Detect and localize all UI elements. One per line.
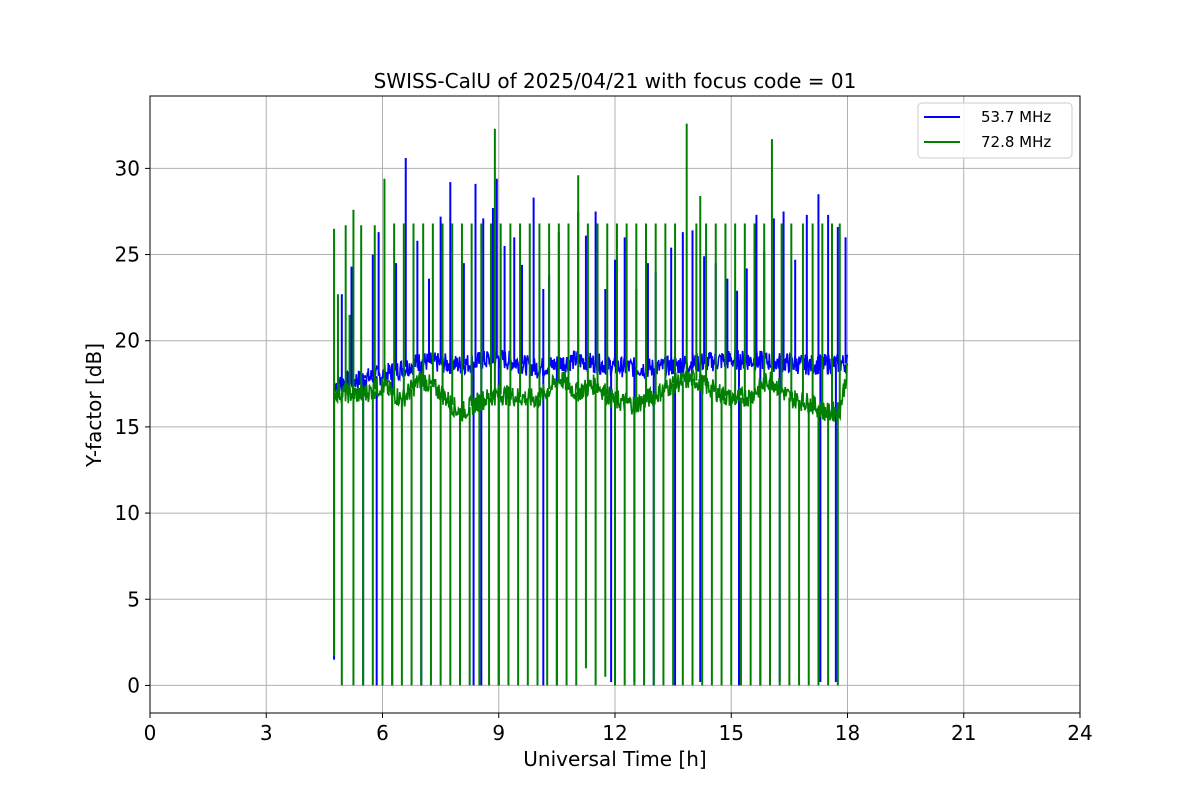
y-tick-label: 0	[127, 673, 140, 697]
chart-title: SWISS-CalU of 2025/04/21 with focus code…	[374, 69, 857, 93]
series-layer	[333, 123, 849, 686]
y-tick-label: 20	[115, 329, 140, 353]
y-tick-label: 10	[115, 501, 140, 525]
legend-label-72-8-mhz: 72.8 MHz	[981, 133, 1051, 151]
y-tick-label: 15	[115, 415, 140, 439]
x-tick-label: 21	[951, 721, 976, 745]
legend-label-53-7-mhz: 53.7 MHz	[981, 108, 1051, 126]
x-tick-label: 0	[144, 721, 157, 745]
x-axis-label: Universal Time [h]	[523, 747, 706, 771]
x-tick-label: 9	[492, 721, 505, 745]
y-axis-label: Y-factor [dB]	[82, 343, 106, 468]
y-tick-label: 5	[127, 587, 140, 611]
x-tick-label: 15	[719, 721, 744, 745]
series-line-53-7-mhz	[333, 349, 849, 392]
x-tick-label: 24	[1067, 721, 1092, 745]
x-axis: 0 3 6 9 12 15 18 21 24	[144, 713, 1093, 745]
x-tick-label: 3	[260, 721, 273, 745]
y-axis: 0 5 10 15 20 25 30	[115, 156, 150, 697]
series-72-8-mhz	[333, 123, 849, 686]
x-tick-label: 6	[376, 721, 389, 745]
x-tick-label: 12	[602, 721, 627, 745]
y-tick-label: 25	[115, 243, 140, 267]
series-line-72-8-mhz	[333, 362, 849, 422]
x-tick-label: 18	[835, 721, 860, 745]
legend: 53.7 MHz 72.8 MHz	[917, 102, 1073, 159]
y-tick-label: 30	[115, 156, 140, 180]
